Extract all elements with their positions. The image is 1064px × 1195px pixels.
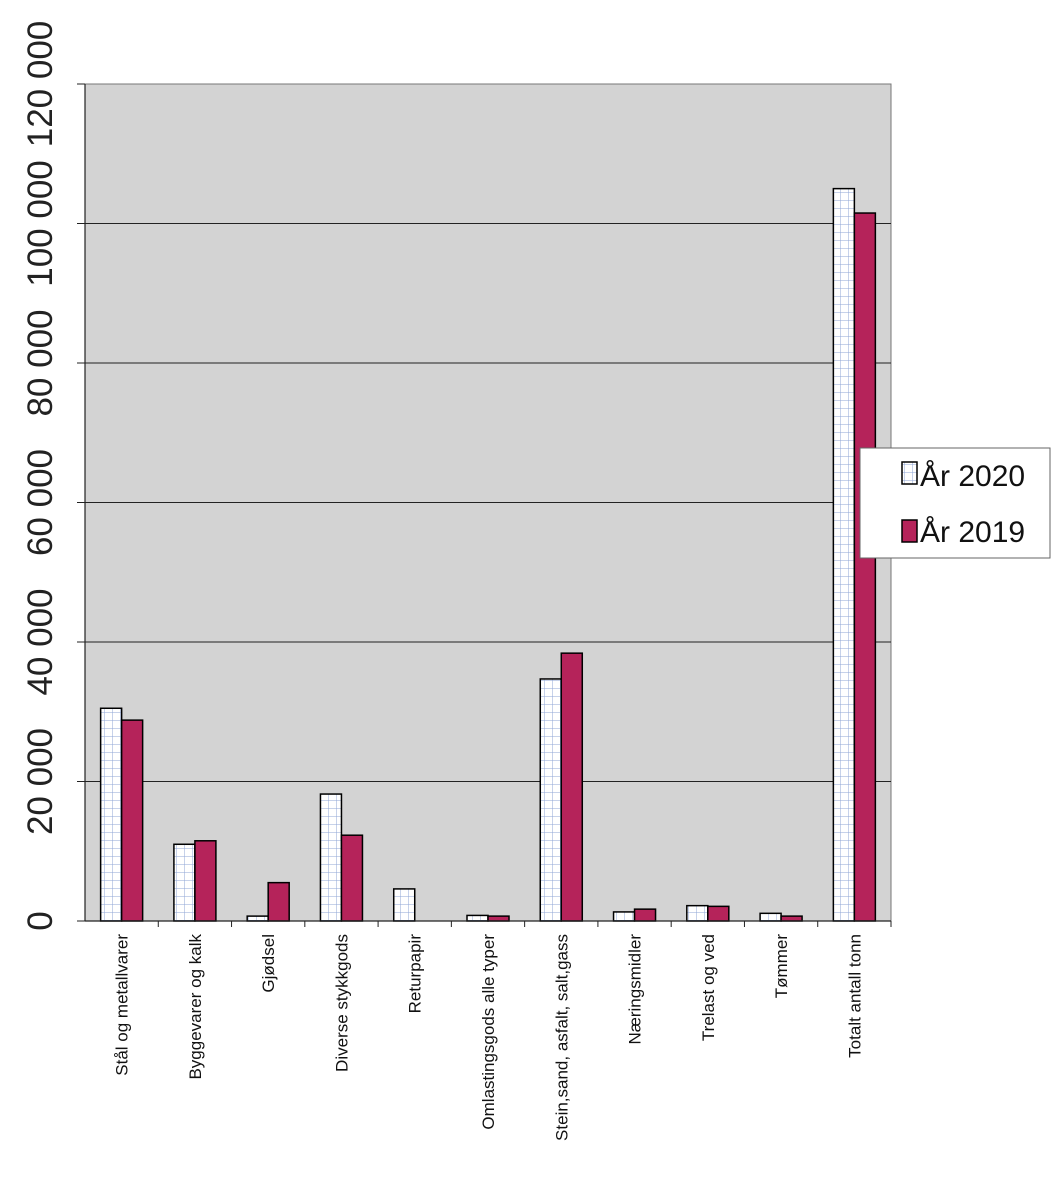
y-tick-label: 120 000: [21, 21, 60, 148]
bar-2019: [194, 840, 217, 922]
bar-2020: [686, 904, 709, 922]
bar-2019: [780, 915, 803, 922]
x-tick-label: Trelast og ved: [699, 934, 718, 1041]
legend-label-2019: År 2019: [920, 516, 1025, 549]
x-tick-label: Stål og metallvarer: [113, 934, 132, 1076]
bar-2020: [99, 707, 123, 922]
y-tick-label: 100 000: [21, 160, 60, 287]
legend-swatch-2020: [901, 461, 918, 485]
bar-2019: [267, 881, 290, 922]
bar-2020: [832, 187, 856, 922]
legend-box: [859, 447, 1051, 559]
bar-2019: [707, 905, 730, 922]
bars: [99, 187, 877, 922]
x-axis: Stål og metallvarer Byggevarer og kalk Gjø…: [85, 920, 892, 1141]
bar-2020: [246, 915, 269, 922]
bar-2019: [340, 834, 364, 922]
legend: År 2020 År 2019: [859, 447, 1051, 559]
legend-swatch-2019: [901, 519, 918, 543]
bar-2019: [560, 652, 584, 922]
x-tick-label: Byggevarer og kalk: [186, 934, 205, 1080]
x-tick-label: Returpapir: [406, 934, 425, 1014]
x-tick-label: Totalt antall tonn: [845, 934, 864, 1058]
bar-2020: [759, 912, 782, 922]
x-tick-label: Gjødsel: [259, 934, 278, 993]
x-tick-label: Omlastingsgods alle typer: [479, 934, 498, 1130]
x-tick-label: Stein,sand, asfalt, salt,gass: [552, 934, 571, 1141]
bar-2019: [853, 212, 877, 922]
bar-2020: [539, 678, 563, 922]
bar-2020: [466, 914, 489, 922]
gridlines: [85, 223, 891, 782]
y-tick-label: 40 000: [21, 588, 60, 695]
y-tick-label: 20 000: [21, 728, 60, 835]
bar-2020: [319, 793, 343, 922]
y-tick-label: 60 000: [21, 449, 60, 556]
x-tick-label: Næringsmidler: [626, 934, 645, 1045]
bar-2020: [173, 843, 196, 922]
x-tick-label: Tømmer: [772, 934, 791, 999]
bar-2019: [487, 915, 510, 922]
bar-2019: [120, 719, 144, 922]
y-axis: 0 20 000 40 000 60 000 80 000 100 000 120 000: [21, 21, 86, 931]
legend-label-2020: År 2020: [920, 460, 1025, 493]
x-tick-label: Diverse stykkgods: [332, 934, 351, 1072]
y-tick-label: 0: [21, 911, 60, 930]
bar-2019: [633, 908, 657, 922]
bar-2020: [392, 888, 416, 922]
y-tick-label: 80 000: [21, 309, 60, 416]
bar-2020: [612, 911, 636, 922]
